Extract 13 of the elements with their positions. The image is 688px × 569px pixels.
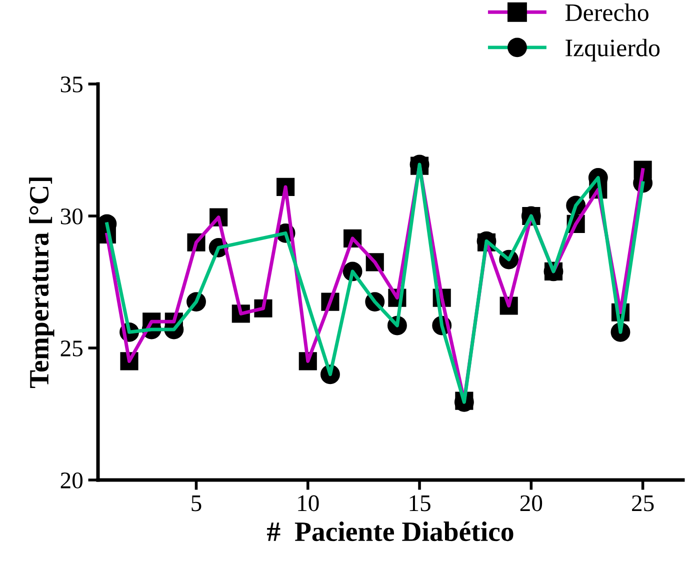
x-axis-title: # Paciente Diabético [267, 522, 514, 542]
y-tick-label: 25 [60, 340, 82, 356]
x-tick-label: 10 [298, 495, 319, 512]
y-tick-label: 20 [60, 472, 83, 488]
y-tick-label: 30 [60, 208, 83, 224]
legend-label: Izquierdo [566, 38, 660, 62]
x-tick-label: 15 [410, 495, 430, 512]
x-tick-label: 20 [520, 495, 542, 512]
x-tick-label: 25 [632, 495, 654, 512]
legend-label: Derecho [565, 4, 648, 22]
x-tick-label: 5 [192, 496, 202, 512]
y-tick-label: 35 [60, 76, 82, 92]
y-axis-title: Temperatura [°C] [29, 178, 54, 388]
